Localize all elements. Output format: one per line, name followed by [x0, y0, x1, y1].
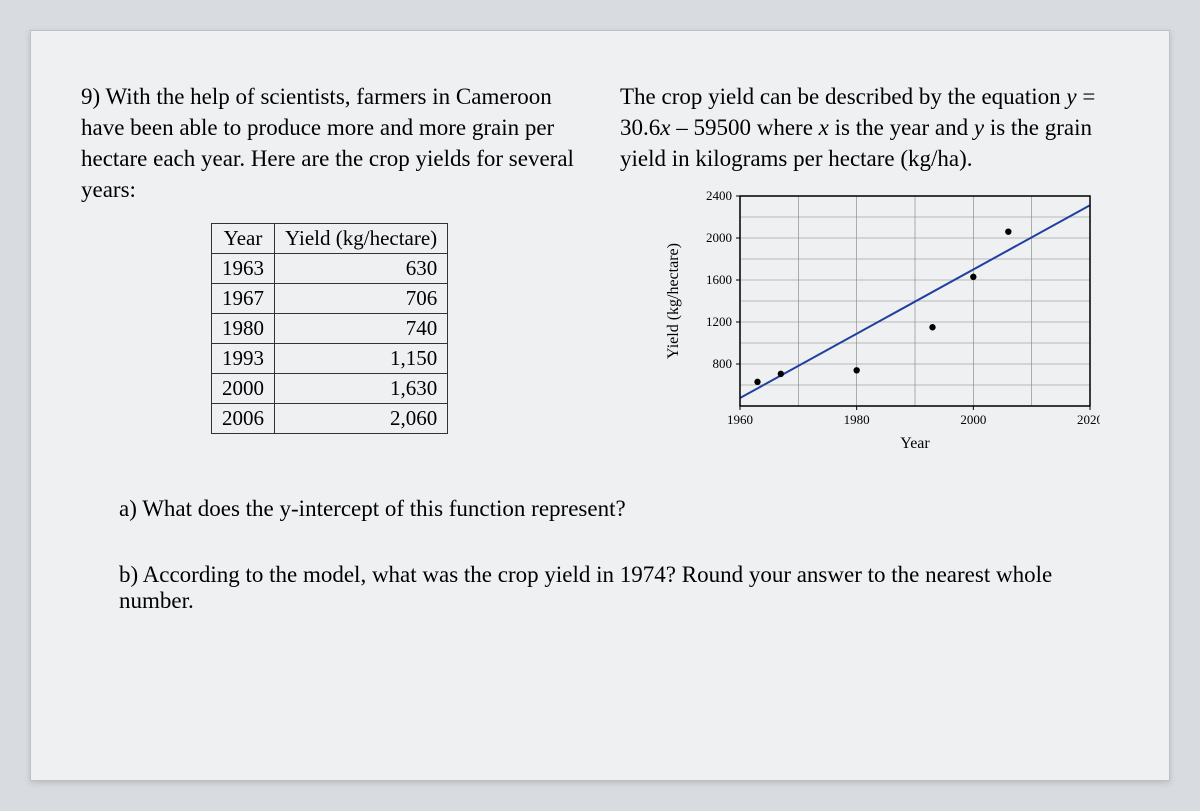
- svg-text:Yield (kg/hectare): Yield (kg/hectare): [665, 243, 682, 359]
- cell-year: 1963: [212, 254, 275, 284]
- table-row: 1967706: [212, 284, 448, 314]
- col-yield: Yield (kg/hectare): [275, 224, 448, 254]
- eq-pre: The crop yield can be described by the e…: [620, 84, 1066, 109]
- table-row: 19931,150: [212, 344, 448, 374]
- table-row: 1980740: [212, 314, 448, 344]
- svg-text:1960: 1960: [727, 412, 753, 427]
- cell-year: 1993: [212, 344, 275, 374]
- svg-text:800: 800: [713, 356, 733, 371]
- two-column-layout: 9) With the help of scientists, farmers …: [81, 81, 1119, 456]
- cell-yield: 706: [275, 284, 448, 314]
- table-row: 1963630: [212, 254, 448, 284]
- cell-yield: 1,150: [275, 344, 448, 374]
- eq-post1: – 59500 where: [670, 115, 818, 140]
- cell-yield: 1,630: [275, 374, 448, 404]
- sub-question-a: a) What does the y-intercept of this fun…: [119, 496, 1119, 522]
- eq-y: y: [1066, 84, 1076, 109]
- cell-year: 1967: [212, 284, 275, 314]
- yield-table: Year Yield (kg/hectare) 1963630196770619…: [211, 223, 448, 434]
- cell-yield: 630: [275, 254, 448, 284]
- svg-text:Year: Year: [900, 435, 930, 452]
- equation-paragraph: The crop yield can be described by the e…: [620, 81, 1119, 174]
- svg-text:2020: 2020: [1077, 412, 1100, 427]
- svg-text:2000: 2000: [960, 412, 986, 427]
- question-number: 9): [81, 84, 100, 109]
- table-row: 20062,060: [212, 404, 448, 434]
- cell-year: 1980: [212, 314, 275, 344]
- svg-text:2000: 2000: [706, 230, 732, 245]
- table-row: 20001,630: [212, 374, 448, 404]
- sub-question-b: b) According to the model, what was the …: [119, 562, 1119, 614]
- chart-container: 800 1200 1600 2000 2400 1960 1980 2000 2020 Year Y…: [660, 186, 1119, 456]
- eq-x2: x: [819, 115, 829, 140]
- cell-yield: 2,060: [275, 404, 448, 434]
- cell-year: 2006: [212, 404, 275, 434]
- svg-text:1980: 1980: [844, 412, 870, 427]
- intro-body: With the help of scientists, farmers in …: [81, 84, 574, 202]
- question-intro: 9) With the help of scientists, farmers …: [81, 81, 580, 205]
- cell-year: 2000: [212, 374, 275, 404]
- eq-y2: y: [974, 115, 984, 140]
- svg-text:1600: 1600: [706, 272, 732, 287]
- worksheet-page: 9) With the help of scientists, farmers …: [30, 30, 1170, 781]
- cell-yield: 740: [275, 314, 448, 344]
- svg-text:2400: 2400: [706, 188, 732, 203]
- yield-chart: 800 1200 1600 2000 2400 1960 1980 2000 2020 Year Y…: [660, 186, 1100, 456]
- left-column: 9) With the help of scientists, farmers …: [81, 81, 580, 456]
- col-year: Year: [212, 224, 275, 254]
- right-column: The crop yield can be described by the e…: [620, 81, 1119, 456]
- eq-post2: is the year and: [829, 115, 974, 140]
- eq-x: x: [660, 115, 670, 140]
- svg-text:1200: 1200: [706, 314, 732, 329]
